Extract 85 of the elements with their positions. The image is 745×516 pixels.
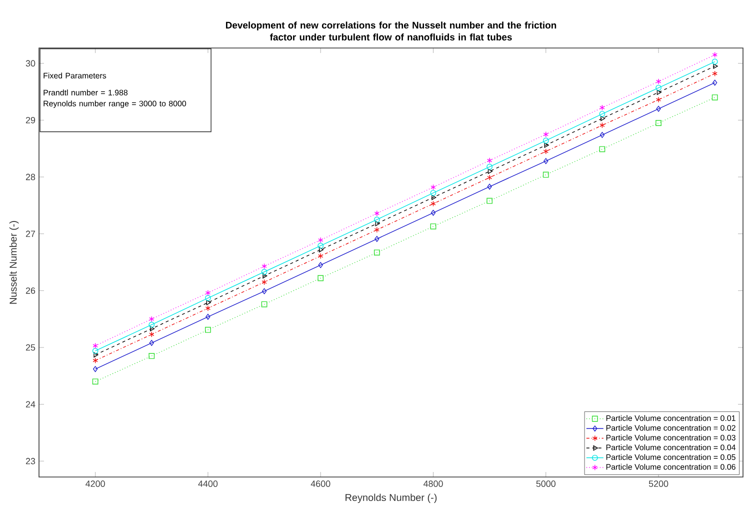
- x-tick-label: 4200: [86, 480, 105, 487]
- point: [149, 316, 154, 322]
- point: [656, 106, 661, 112]
- point: [374, 210, 380, 216]
- point: [544, 142, 549, 148]
- point: [261, 301, 268, 308]
- point: [318, 237, 324, 243]
- point: [374, 226, 380, 233]
- y-tick-label: 28: [26, 174, 36, 180]
- point: [374, 236, 380, 242]
- point: [656, 78, 662, 84]
- point: [430, 184, 436, 190]
- y-tick-label: 25: [26, 344, 36, 351]
- x-tick-label: 4800: [423, 480, 443, 487]
- point: [318, 275, 324, 282]
- point: [712, 94, 718, 100]
- point: [318, 253, 324, 259]
- point: [544, 158, 548, 164]
- point: [656, 96, 662, 103]
- y-axis-title: Nusselt Number (-): [9, 221, 19, 304]
- point: [149, 340, 154, 346]
- point: [318, 242, 324, 249]
- y-tick-label: 29: [26, 116, 36, 124]
- x-tick-label: 5000: [536, 480, 556, 487]
- point: [600, 116, 606, 122]
- point: [205, 305, 211, 312]
- point: [599, 146, 606, 152]
- point: [600, 122, 605, 128]
- point: [542, 172, 549, 178]
- point: [542, 138, 549, 144]
- point: [374, 216, 380, 223]
- point: [149, 331, 154, 338]
- point: [92, 378, 98, 384]
- point: [430, 200, 436, 207]
- point: [262, 279, 267, 286]
- y-tick-label: 24: [26, 401, 36, 408]
- point: [205, 326, 211, 333]
- point: [600, 132, 605, 138]
- point: [318, 262, 323, 268]
- point: [375, 220, 380, 226]
- point: [148, 322, 155, 328]
- point: [430, 190, 436, 196]
- point: [656, 84, 662, 91]
- point: [262, 263, 267, 270]
- point: [486, 174, 492, 180]
- point: [92, 358, 98, 364]
- point: [206, 300, 211, 306]
- point: [318, 247, 324, 252]
- point: [543, 148, 548, 154]
- point: [92, 342, 98, 349]
- point: [430, 223, 436, 230]
- point: [599, 110, 606, 117]
- point: [656, 90, 662, 95]
- point: [712, 70, 718, 77]
- point: [486, 164, 493, 170]
- point: [656, 120, 662, 126]
- point: [206, 314, 210, 320]
- x-tick-label: 4400: [198, 480, 218, 487]
- y-tick-label: 23: [26, 458, 36, 464]
- point: [430, 210, 436, 216]
- point: [432, 194, 436, 200]
- point: [148, 353, 155, 359]
- point: [374, 250, 380, 256]
- y-tick-label: 30: [26, 60, 36, 67]
- point: [262, 273, 268, 278]
- y-tick-label: 27: [26, 230, 36, 237]
- point: [488, 168, 493, 174]
- point: [600, 104, 605, 111]
- point: [712, 52, 718, 58]
- y-tick-label: 26: [26, 287, 36, 294]
- point: [486, 158, 492, 164]
- x-axis-title: Reynolds Number (-): [346, 494, 437, 503]
- x-tick-label: 4600: [310, 480, 330, 487]
- point: [486, 198, 493, 204]
- chart-title: Development of new correlations for the Nusselt number and the friction factor under turbulent flow of nanofluids in flat tubes: [226, 22, 556, 40]
- point: [205, 295, 211, 301]
- point: [261, 268, 268, 275]
- x-tick-label: 5200: [648, 480, 668, 487]
- point: [205, 290, 211, 296]
- point: [150, 326, 155, 332]
- point: [262, 288, 267, 294]
- point: [94, 352, 98, 358]
- point: [543, 131, 548, 138]
- point: [487, 184, 492, 190]
- point: [713, 64, 718, 69]
